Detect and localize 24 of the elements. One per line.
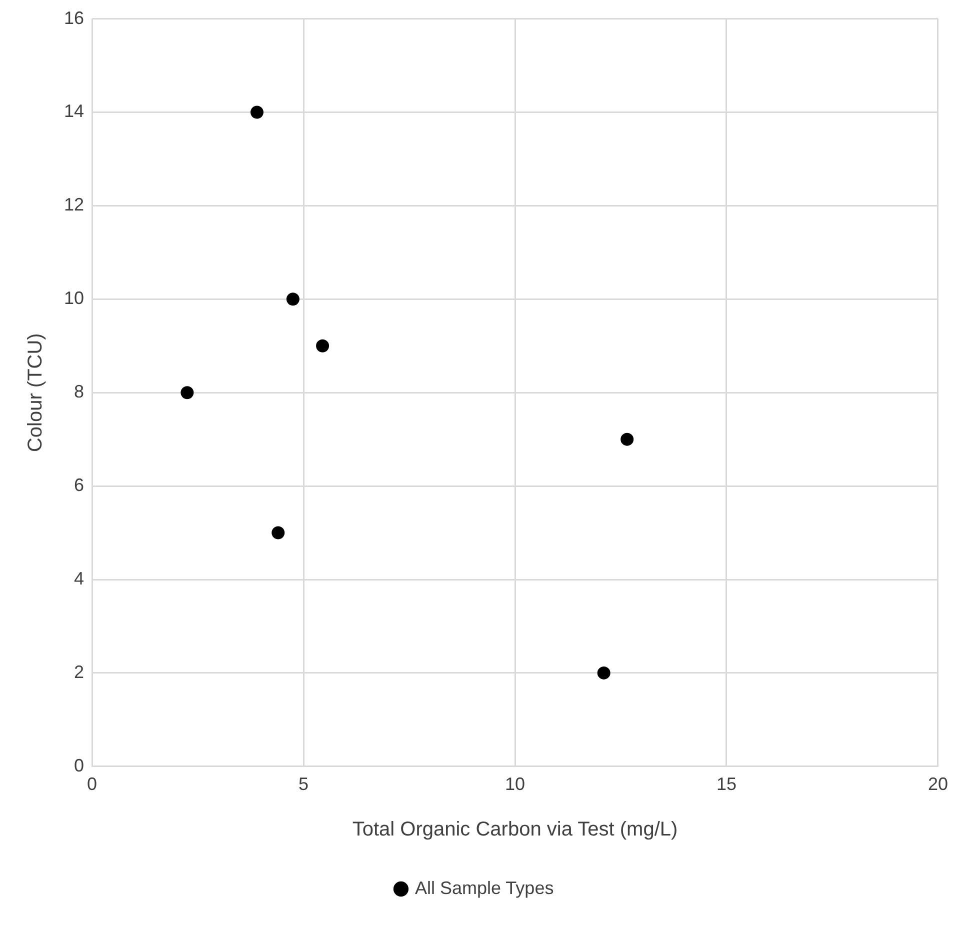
y-tick-label: 6 (74, 475, 84, 496)
y-tick-label: 14 (64, 101, 84, 122)
x-axis-title: Total Organic Carbon via Test (mg/L) (352, 818, 678, 841)
y-tick-label: 8 (74, 382, 84, 402)
y-axis-title: Colour (TCU) (24, 333, 47, 452)
legend-label: All Sample Types (414, 878, 554, 898)
point (272, 526, 285, 540)
y-tick-label: 4 (74, 568, 84, 588)
x-tick-label: 10 (504, 774, 526, 794)
point (250, 106, 264, 119)
point (180, 386, 194, 400)
x-tick-label: 20 (928, 774, 948, 794)
point (286, 292, 300, 306)
x-tick-label: 0 (87, 774, 98, 794)
y-tick-label: 2 (74, 662, 84, 682)
point (316, 339, 330, 352)
y-tick-label: 10 (64, 288, 84, 308)
point (620, 432, 634, 446)
point (597, 666, 610, 680)
y-tick-label: 0 (74, 755, 84, 776)
y-tick-label: 12 (64, 194, 84, 215)
y-tick-label: 16 (64, 8, 84, 28)
x-tick-label: 15 (716, 774, 737, 794)
x-tick-label: 5 (298, 774, 309, 794)
